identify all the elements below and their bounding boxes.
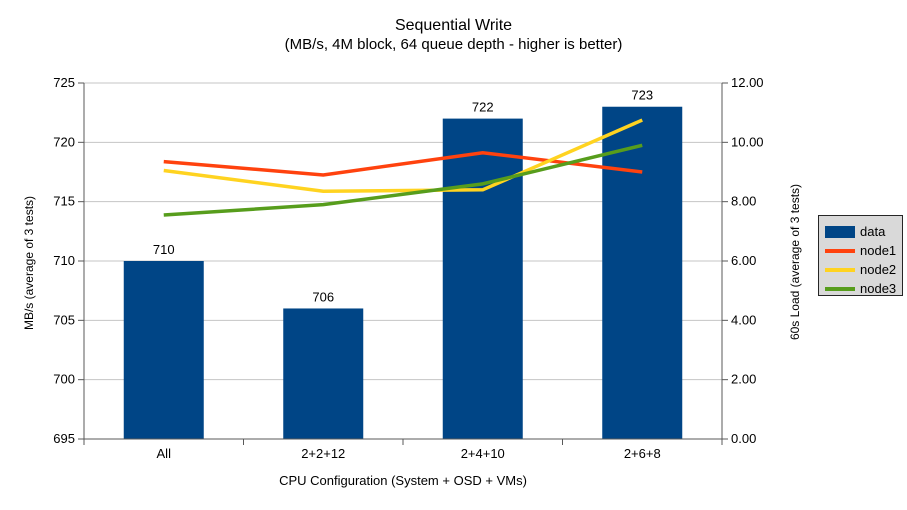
y-right-tick-label: 10.00 bbox=[731, 134, 764, 149]
series-line-node3 bbox=[163, 143, 643, 217]
legend-swatch-data bbox=[825, 225, 855, 238]
x-axis-title: CPU Configuration (System + OSD + VMs) bbox=[279, 473, 527, 488]
legend-label: data bbox=[860, 224, 886, 239]
legend-entry-data: data bbox=[825, 222, 902, 241]
series-line-node2 bbox=[163, 118, 643, 194]
legend-entry-node3: node3 bbox=[825, 279, 902, 298]
bar-2+2+12 bbox=[283, 308, 364, 439]
y-left-tick-label: 705 bbox=[53, 312, 75, 327]
legend-swatch-node3 bbox=[825, 286, 855, 291]
y-left-tick-label: 715 bbox=[53, 194, 75, 209]
legend-label: node3 bbox=[860, 281, 897, 296]
series-line-node1 bbox=[163, 150, 643, 177]
legend-swatch-node2 bbox=[825, 267, 855, 272]
y-right-tick-label: 6.00 bbox=[731, 253, 756, 268]
legend-label: node2 bbox=[860, 262, 897, 277]
legend: data node1 node2 node3 bbox=[818, 215, 903, 296]
y-right-tick-label: 12.00 bbox=[731, 75, 764, 90]
y-left-tick-label: 725 bbox=[53, 75, 75, 90]
chart-subtitle: (MB/s, 4M block, 64 queue depth - higher… bbox=[284, 36, 623, 53]
y-right-tick-label: 2.00 bbox=[731, 372, 756, 387]
legend-entry-node2: node2 bbox=[825, 260, 902, 279]
bar-2+6+8 bbox=[602, 106, 683, 439]
y-right-tick-label: 8.00 bbox=[731, 194, 756, 209]
x-tick-label: 2+6+8 bbox=[624, 446, 661, 461]
y-left-tick-label: 710 bbox=[53, 253, 75, 268]
bar-label: 722 bbox=[472, 100, 494, 115]
x-tick-label: 2+4+10 bbox=[461, 446, 505, 461]
chart-title: Sequential Write bbox=[394, 17, 513, 34]
y-left-tick-label: 695 bbox=[53, 431, 75, 446]
y-right-tick-label: 4.00 bbox=[731, 312, 756, 327]
bar-label: 706 bbox=[312, 289, 334, 304]
y-left-tick-label: 720 bbox=[53, 134, 75, 149]
legend-entry-node1: node1 bbox=[825, 241, 902, 260]
bar-All bbox=[123, 261, 204, 439]
bar-label: 710 bbox=[153, 242, 175, 257]
legend-label: node1 bbox=[860, 243, 897, 258]
x-tick-label: 2+2+12 bbox=[301, 446, 345, 461]
legend-swatch-node1 bbox=[825, 248, 855, 253]
y-right-tick-label: 0.00 bbox=[731, 431, 756, 446]
x-tick-label: All bbox=[157, 446, 172, 461]
bar-label: 723 bbox=[631, 88, 653, 103]
y-left-tick-label: 700 bbox=[53, 372, 75, 387]
bar-2+4+10 bbox=[442, 118, 523, 439]
